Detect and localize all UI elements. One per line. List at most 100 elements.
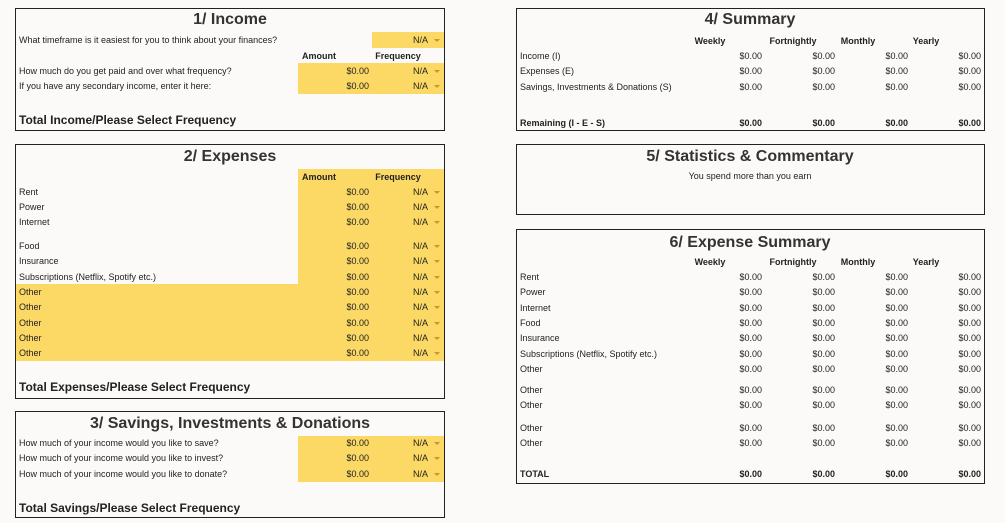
- amount-input[interactable]: $0.00: [346, 241, 369, 251]
- value-cell: $0.00: [739, 438, 762, 448]
- question: What timeframe is it easiest for you to …: [19, 35, 278, 45]
- amount-input[interactable]: $0.00: [346, 256, 369, 266]
- amount-input[interactable]: $0.00: [346, 217, 369, 227]
- column-header: Amount: [302, 51, 336, 61]
- total-value: $0.00: [958, 118, 981, 128]
- value-cell: $0.00: [885, 333, 908, 343]
- dropdown-arrow[interactable]: [434, 457, 440, 460]
- dropdown-arrow[interactable]: [434, 206, 440, 209]
- commentary: You spend more than you earn: [688, 171, 812, 181]
- frequency-select[interactable]: N/A: [412, 302, 428, 312]
- value-cell: $0.00: [739, 303, 762, 313]
- row-label: Insurance: [520, 333, 560, 343]
- frequency-select[interactable]: N/A: [412, 272, 428, 282]
- value-cell: $0.00: [739, 364, 762, 374]
- amount-input[interactable]: $0.00: [346, 272, 369, 282]
- row-label: Rent: [520, 272, 540, 282]
- total-value: $0.00: [958, 469, 981, 479]
- value-cell: $0.00: [739, 400, 762, 410]
- amount-input[interactable]: $0.00: [346, 66, 369, 76]
- frequency-select[interactable]: N/A: [412, 217, 428, 227]
- section-title: 1/ Income: [193, 11, 267, 28]
- amount-input[interactable]: $0.00: [346, 187, 369, 197]
- dropdown-arrow[interactable]: [434, 473, 440, 476]
- dropdown-arrow[interactable]: [434, 70, 440, 73]
- dropdown-arrow[interactable]: [434, 322, 440, 325]
- row-label: If you have any secondary income, enter …: [19, 81, 212, 91]
- total-label: Remaining (I - E - S): [520, 118, 606, 128]
- dropdown-arrow[interactable]: [434, 352, 440, 355]
- dropdown-arrow[interactable]: [434, 291, 440, 294]
- frequency-select[interactable]: N/A: [412, 241, 428, 251]
- frequency-select[interactable]: N/A: [412, 287, 428, 297]
- amount-input[interactable]: $0.00: [346, 202, 369, 212]
- section-title: 6/ Expense Summary: [669, 234, 831, 251]
- value-cell: $0.00: [885, 423, 908, 433]
- dropdown-arrow[interactable]: [434, 85, 440, 88]
- value-cell: $0.00: [958, 66, 981, 76]
- total-value: $0.00: [885, 469, 908, 479]
- column-header: Yearly: [912, 36, 940, 46]
- column-header: Yearly: [912, 257, 940, 267]
- total-value: $0.00: [739, 118, 762, 128]
- dropdown-arrow[interactable]: [434, 306, 440, 309]
- column-header: Amount: [302, 172, 336, 182]
- row-label: Subscriptions (Netflix, Spotify etc.): [19, 272, 157, 282]
- dropdown-arrow[interactable]: [434, 276, 440, 279]
- frequency-select[interactable]: N/A: [412, 187, 428, 197]
- value-cell: $0.00: [739, 287, 762, 297]
- dropdown-arrow[interactable]: [434, 260, 440, 263]
- row-label: Food: [19, 241, 40, 251]
- input-area: [372, 32, 444, 48]
- value-cell: $0.00: [958, 349, 981, 359]
- value-cell: $0.00: [958, 364, 981, 374]
- value-cell: $0.00: [739, 66, 762, 76]
- frequency-select[interactable]: N/A: [412, 318, 428, 328]
- frequency-select[interactable]: N/A: [412, 81, 428, 91]
- value-cell: $0.00: [885, 51, 908, 61]
- amount-input[interactable]: $0.00: [346, 318, 369, 328]
- amount-input[interactable]: $0.00: [346, 348, 369, 358]
- total-value: $0.00: [812, 469, 835, 479]
- row-label: Savings, Investments & Donations (S): [520, 82, 672, 92]
- amount-input[interactable]: $0.00: [346, 469, 369, 479]
- amount-input[interactable]: $0.00: [346, 302, 369, 312]
- dropdown-arrow[interactable]: [434, 191, 440, 194]
- row-label: Other: [520, 438, 543, 448]
- amount-input[interactable]: $0.00: [346, 453, 369, 463]
- dropdown-arrow[interactable]: [434, 245, 440, 248]
- dropdown-arrow[interactable]: [434, 337, 440, 340]
- amount-input[interactable]: $0.00: [346, 81, 369, 91]
- total-label: Total Income/Please Select Frequency: [19, 113, 237, 127]
- row-label: Other: [520, 400, 543, 410]
- dropdown-arrow[interactable]: [434, 442, 440, 445]
- frequency-select[interactable]: N/A: [412, 333, 428, 343]
- frequency-select[interactable]: N/A: [412, 35, 428, 45]
- row-label: Other: [19, 318, 42, 328]
- value-cell: $0.00: [958, 51, 981, 61]
- frequency-select[interactable]: N/A: [412, 348, 428, 358]
- value-cell: $0.00: [812, 423, 835, 433]
- amount-input[interactable]: $0.00: [346, 287, 369, 297]
- frequency-select[interactable]: N/A: [412, 438, 428, 448]
- frequency-select[interactable]: N/A: [412, 256, 428, 266]
- amount-input[interactable]: $0.00: [346, 438, 369, 448]
- frequency-select[interactable]: N/A: [412, 202, 428, 212]
- row-label: How much of your income would you like t…: [19, 438, 219, 448]
- row-label: How much of your income would you like t…: [19, 469, 228, 479]
- value-cell: $0.00: [812, 272, 835, 282]
- value-cell: $0.00: [885, 438, 908, 448]
- dropdown-arrow[interactable]: [434, 221, 440, 224]
- amount-input[interactable]: $0.00: [346, 333, 369, 343]
- frequency-select[interactable]: N/A: [412, 453, 428, 463]
- frequency-select[interactable]: N/A: [412, 469, 428, 479]
- section-title: 4/ Summary: [704, 11, 796, 28]
- column-header: Monthly: [840, 36, 876, 46]
- frequency-select[interactable]: N/A: [412, 66, 428, 76]
- row-label: Expenses (E): [520, 66, 575, 76]
- value-cell: $0.00: [812, 318, 835, 328]
- row-label: Insurance: [19, 256, 59, 266]
- column-header: Monthly: [840, 257, 876, 267]
- row-label: How much do you get paid and over what f…: [19, 66, 232, 76]
- dropdown-arrow[interactable]: [434, 39, 440, 42]
